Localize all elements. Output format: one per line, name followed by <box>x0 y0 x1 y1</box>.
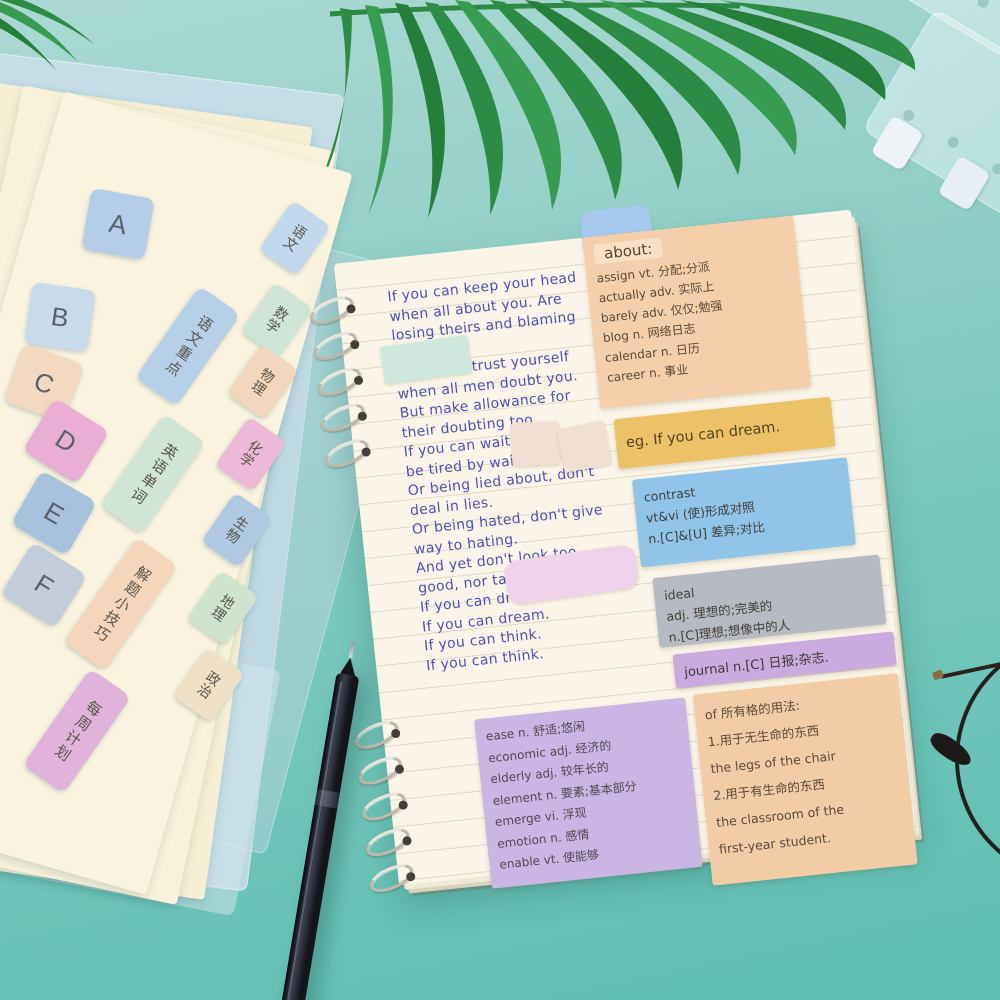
palm-leaf <box>0 0 916 218</box>
eyeglasses-lens <box>955 635 1000 883</box>
alpha-tab-b: B <box>23 281 97 353</box>
eyeglasses-hinge <box>931 669 945 681</box>
spiral-ring <box>317 398 369 438</box>
sticky-note-about: about: assign vt. 分配;分派 actually adv. 实际上… <box>582 215 812 409</box>
about-note-title: about: <box>593 237 664 265</box>
sticky-note-ideal: ideal adj. 理想的;完美的 n.[C]理想;想像中的人 <box>652 554 887 648</box>
cream-cover-sticker <box>556 420 612 473</box>
spiral-ring <box>354 751 406 791</box>
spiral-ring <box>306 290 358 330</box>
cream-cover-sticker <box>510 420 561 467</box>
spiral-ring <box>321 434 373 473</box>
eyeglasses-temple-tip <box>926 728 976 771</box>
sticky-note-vocab-e: ease n. 舒适;悠闲 economic adj. 经济的 elderly ad… <box>474 697 703 889</box>
spiral-ring <box>309 326 361 366</box>
journal-text: journal n.[C] 日报;杂志. <box>683 649 830 680</box>
spiral-ring <box>313 362 365 402</box>
pen-needle-tip <box>348 641 355 659</box>
about-note-entries: assign vt. 分配;分派 actually adv. 实际上 barely … <box>596 248 799 387</box>
spiral-ring <box>365 858 417 898</box>
sticky-note-example: eg. If you can dream. <box>613 396 836 470</box>
eyeglasses-temple-arm <box>940 661 1000 679</box>
alpha-tab-a: A <box>81 187 155 261</box>
sticky-note-contrast: contrast vt&vi (使)形成对照 n.[C]&[U] 差异;对比 <box>631 457 856 568</box>
spiral-notebook: If you can keep your head when all about … <box>306 204 918 898</box>
example-text: eg. If you can dream. <box>625 419 781 452</box>
sticky-note-of-usage: of 所有格的用法: 1.用于无生命的东西 the legs of the chai… <box>692 673 918 886</box>
spiral-ring <box>362 823 414 862</box>
spiral-ring <box>350 715 402 755</box>
spiral-ring <box>358 787 410 827</box>
